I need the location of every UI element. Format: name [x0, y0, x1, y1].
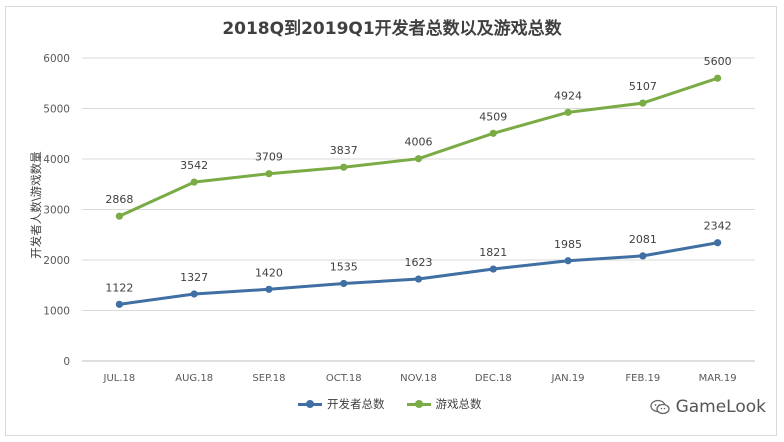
data-point-developers [340, 279, 348, 288]
data-label: 1420 [255, 266, 283, 279]
chart-frame [5, 6, 777, 436]
data-point-games [714, 74, 722, 82]
x-tick-label: DEC.18 [475, 373, 512, 384]
watermark: GameLook [649, 397, 766, 417]
data-point-developers [564, 257, 572, 265]
x-tick-label: JAN.19 [551, 373, 585, 384]
x-tick-label: OCT.18 [326, 373, 362, 384]
x-tick-label: NOV.18 [400, 373, 437, 384]
legend-swatch-games [406, 398, 431, 410]
y-tick-label: 3000 [43, 205, 70, 217]
data-label: 1623 [405, 256, 433, 269]
series-line-developers [117, 241, 720, 306]
y-tick-label: 1000 [43, 306, 70, 318]
chart-title: 2018Q到2019Q1开发者总数以及游戏总数 [222, 19, 562, 39]
data-point-games [265, 170, 273, 178]
data-label: 1535 [330, 260, 358, 273]
legend-item-games: 游戏总数 [406, 396, 482, 412]
data-point-developers [489, 265, 497, 273]
data-point-games [340, 163, 348, 171]
x-tick-label: SEP.18 [252, 373, 285, 384]
legend-label-games: 游戏总数 [435, 397, 482, 411]
x-tick-label: FEB.19 [625, 373, 660, 384]
y-tick-label: 5000 [43, 104, 70, 116]
data-point-developers [414, 275, 423, 283]
data-label: 2868 [105, 193, 133, 206]
y-tick-label: 6000 [43, 53, 70, 65]
legend-label-developers: 开发者总数 [327, 397, 385, 411]
data-label: 1122 [105, 281, 133, 294]
data-label: 3837 [330, 144, 358, 157]
legend-swatch-developers [298, 398, 322, 410]
y-tick-label: 0 [63, 356, 70, 368]
watermark-text: GameLook [675, 397, 766, 417]
data-label: 1985 [554, 238, 582, 251]
legend: 开发者总数 游戏总数 [298, 396, 482, 412]
data-label: 5600 [704, 55, 732, 68]
data-label: 4509 [479, 110, 507, 123]
data-label: 2342 [704, 220, 732, 233]
data-point-games [489, 129, 497, 137]
data-label: 1327 [180, 271, 208, 284]
data-label: 3709 [255, 151, 283, 164]
data-label: 1821 [479, 246, 507, 259]
data-label: 2081 [629, 233, 657, 246]
data-point-developers [190, 290, 198, 298]
data-label: 5107 [629, 80, 657, 93]
y-tick-label: 2000 [43, 255, 70, 267]
data-point-developers [115, 300, 123, 308]
data-point-developers [639, 252, 647, 260]
data-point-developers [714, 239, 722, 247]
data-point-games [564, 108, 572, 116]
data-label: 4924 [554, 89, 582, 102]
wechat-icon [649, 399, 670, 415]
data-point-developers [265, 285, 273, 293]
data-label: 3542 [180, 159, 208, 172]
x-tick-label: MAR.19 [699, 373, 737, 384]
x-tick-label: JUL.18 [103, 373, 136, 384]
y-tick-label: 4000 [43, 154, 70, 166]
legend-item-developers: 开发者总数 [298, 396, 385, 412]
data-point-games [115, 212, 123, 220]
data-point-games [190, 178, 198, 186]
data-label: 4006 [405, 136, 433, 149]
data-point-games [639, 99, 647, 107]
data-point-games [414, 155, 423, 163]
x-tick-label: AUG.18 [175, 373, 213, 384]
